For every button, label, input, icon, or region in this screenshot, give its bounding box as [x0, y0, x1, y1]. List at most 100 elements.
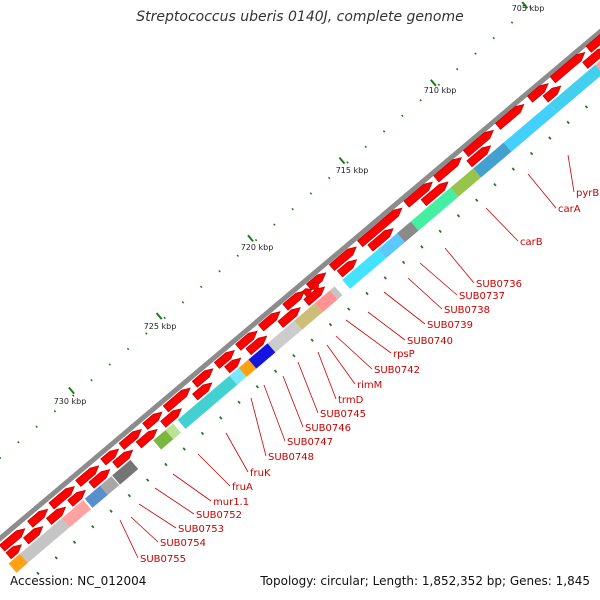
major-tick [155, 312, 163, 320]
feature-bar [165, 423, 181, 440]
inner-tick [273, 369, 278, 373]
feature-bar [378, 233, 405, 259]
cds-arrow [357, 207, 403, 248]
minor-tick [492, 36, 495, 40]
gene-leader [567, 154, 575, 193]
minor-tick [382, 130, 386, 133]
inner-tick [548, 136, 552, 140]
feature-bars [8, 60, 600, 573]
cds-arrow [367, 228, 394, 252]
cds-arrow [277, 307, 301, 328]
major-tick [247, 234, 254, 243]
cds-arrow [0, 528, 26, 552]
cds-arrow [542, 85, 562, 103]
feature-bar [450, 168, 481, 197]
inner-tick [164, 462, 168, 467]
feature-bar [342, 249, 386, 289]
feature-bar [20, 518, 70, 563]
gene-leader [419, 262, 458, 296]
cds-arrow [526, 83, 549, 103]
cds-arrow [585, 33, 600, 53]
major-tick [68, 386, 75, 395]
cds-arrow [462, 129, 494, 158]
cds-arrow [420, 181, 449, 207]
minor-tick [90, 378, 93, 382]
minor-tick [108, 363, 112, 366]
gene-label: rpsP [393, 349, 415, 360]
feature-bar [61, 500, 91, 528]
gene-leader [485, 207, 519, 242]
cds-arrow [303, 286, 326, 306]
inner-tick [529, 151, 534, 156]
gene-leader [317, 351, 337, 400]
minor-tick [401, 114, 404, 118]
major-tick [430, 79, 437, 87]
gene-leader [130, 516, 159, 543]
minor-tick [72, 394, 75, 397]
inner-tick [36, 571, 40, 576]
minor-tick [327, 176, 331, 180]
gene-leader [263, 384, 286, 442]
gene-leader [297, 361, 319, 414]
inner-tick [237, 400, 241, 405]
gene-leaders [119, 154, 575, 559]
gene-leader [154, 487, 195, 515]
inner-tick [182, 447, 186, 451]
feature-bar [330, 286, 343, 300]
feature-bar [100, 476, 120, 495]
minor-tick [437, 83, 441, 86]
inner-tick [72, 540, 77, 544]
gene-leader [383, 291, 426, 325]
feature-bar [267, 320, 302, 353]
feature-bar [595, 60, 600, 71]
inner-tick [438, 229, 442, 234]
minor-tick [364, 145, 367, 149]
cds-arrow [160, 408, 182, 428]
feature-bar [549, 64, 600, 113]
major-tick [521, 1, 529, 9]
gene-leader [326, 344, 356, 385]
cds-arrow [403, 181, 433, 208]
cds-arrow [235, 330, 258, 351]
minor-tick [17, 441, 20, 444]
feature-bar [248, 343, 276, 369]
accession-text: Accession: NC_012004 [10, 574, 147, 588]
inner-tick [255, 385, 259, 389]
inner-tick [91, 524, 95, 529]
cds-arrow [224, 357, 242, 374]
minor-tick [145, 332, 148, 335]
gene-leader [225, 432, 249, 473]
gene-label: SUB0738 [444, 305, 490, 316]
cds-arrow [192, 382, 213, 401]
gene-label: SUB0742 [374, 365, 420, 376]
gene-leader [444, 247, 475, 284]
cds-arrow [549, 52, 586, 84]
gene-label: SUB0739 [427, 320, 473, 331]
cds-arrow [301, 288, 312, 298]
minor-tick [254, 238, 258, 242]
cds-arrow [336, 259, 358, 278]
cds-arrow [45, 506, 67, 525]
scale-label: 715 kbp [336, 166, 369, 175]
minor-tick [510, 21, 514, 24]
scale-label: 710 kbp [424, 86, 457, 95]
inner-tick [200, 431, 205, 436]
minor-tick [455, 67, 459, 71]
gene-label: SUB0746 [305, 423, 351, 434]
inner-tick [127, 493, 132, 498]
minor-tick [0, 456, 2, 460]
cds-arrow [245, 335, 268, 356]
feature-bar [314, 290, 338, 313]
gene-label: SUB0753 [178, 524, 224, 535]
cds-arrow [100, 448, 120, 466]
cds-arrow [494, 103, 525, 130]
cds-arrow [88, 469, 111, 489]
gene-leader [119, 519, 139, 559]
gene-label: SUB0754 [160, 538, 206, 549]
inner-tick [328, 322, 333, 327]
feature-bar [294, 303, 323, 330]
minor-tick [346, 161, 349, 164]
feature-bar [229, 367, 247, 385]
gene-label: fruK [250, 468, 271, 479]
